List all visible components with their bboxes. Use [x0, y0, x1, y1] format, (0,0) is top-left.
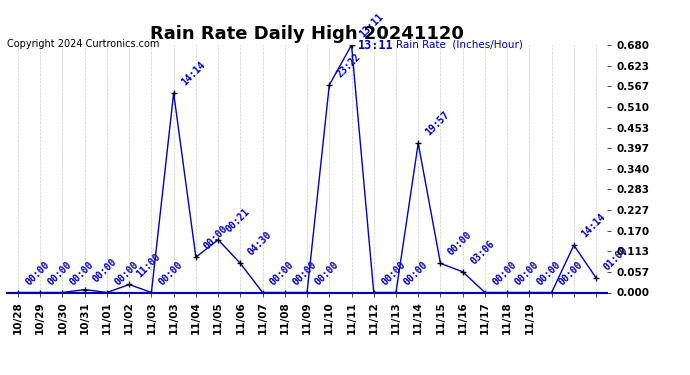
Text: 00:00: 00:00	[157, 259, 185, 287]
Text: 00:00: 00:00	[268, 259, 296, 287]
Text: 13:11: 13:11	[358, 39, 393, 53]
Text: Copyright 2024 Curtronics.com: Copyright 2024 Curtronics.com	[7, 39, 159, 50]
Text: 23:22: 23:22	[335, 52, 363, 80]
Text: 00:00: 00:00	[23, 259, 52, 287]
Text: 00:00: 00:00	[313, 259, 340, 287]
Text: 00:00: 00:00	[557, 259, 585, 287]
Text: 14:14: 14:14	[580, 212, 607, 240]
Text: 00:00: 00:00	[112, 259, 140, 287]
Text: 19:57: 19:57	[424, 110, 452, 138]
Text: 03:06: 03:06	[469, 238, 496, 266]
Text: 00:00: 00:00	[201, 224, 229, 252]
Text: 11:00: 11:00	[135, 251, 163, 279]
Text: 00:00: 00:00	[446, 230, 474, 258]
Text: 04:30: 04:30	[246, 230, 274, 258]
Text: 00:00: 00:00	[90, 256, 118, 284]
Text: 01:00: 01:00	[602, 244, 629, 272]
Text: Rain Rate  (Inches/Hour): Rain Rate (Inches/Hour)	[396, 39, 523, 50]
Text: 00:00: 00:00	[513, 259, 540, 287]
Title: Rain Rate Daily High 20241120: Rain Rate Daily High 20241120	[150, 26, 464, 44]
Text: 00:00: 00:00	[290, 259, 318, 287]
Text: 13:11: 13:11	[357, 12, 385, 39]
Text: 00:00: 00:00	[68, 259, 96, 287]
Text: 00:21: 00:21	[224, 206, 252, 234]
Text: 00:00: 00:00	[535, 259, 563, 287]
Text: 00:00: 00:00	[380, 259, 407, 287]
Text: 00:00: 00:00	[46, 259, 74, 287]
Text: 00:00: 00:00	[402, 259, 429, 287]
Text: 14:14: 14:14	[179, 60, 207, 87]
Text: 00:00: 00:00	[491, 259, 518, 287]
